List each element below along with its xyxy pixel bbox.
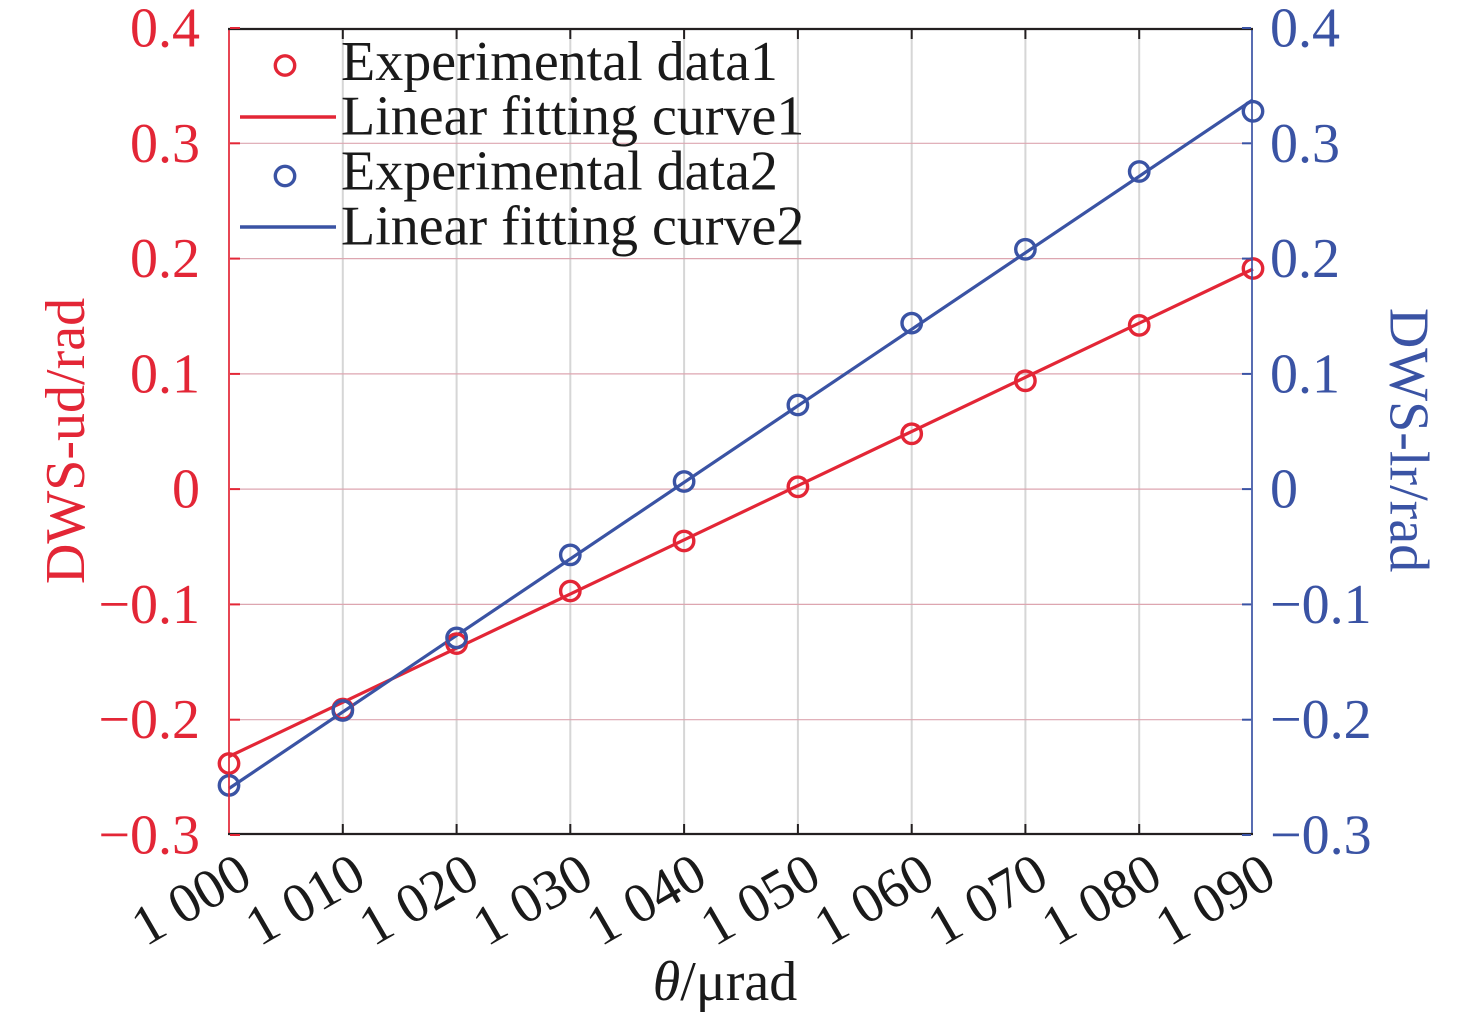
svg-text:−0.2: −0.2 [98,689,200,751]
svg-text:0.3: 0.3 [1270,113,1340,175]
svg-text:θ/μrad: θ/μrad [653,951,798,1013]
svg-text:−0.1: −0.1 [98,574,200,636]
svg-text:DWS-lr/rad: DWS-lr/rad [1378,308,1440,572]
svg-text:−0.2: −0.2 [1270,689,1372,751]
svg-text:DWS-ud/rad: DWS-ud/rad [35,298,97,584]
svg-text:0.1: 0.1 [130,343,200,405]
svg-text:0.1: 0.1 [1270,343,1340,405]
svg-text:−0.3: −0.3 [98,805,200,867]
svg-text:−0.1: −0.1 [1270,574,1372,636]
svg-text:0.2: 0.2 [130,228,200,290]
svg-text:Experimental data1: Experimental data1 [341,31,778,93]
svg-text:0.4: 0.4 [130,0,200,60]
svg-text:0: 0 [172,459,200,521]
svg-text:0.4: 0.4 [1270,0,1340,60]
svg-text:0.2: 0.2 [1270,228,1340,290]
svg-text:Linear fitting curve2: Linear fitting curve2 [341,196,804,258]
svg-text:−0.3: −0.3 [1270,805,1372,867]
svg-text:Experimental data2: Experimental data2 [341,141,778,203]
svg-text:0.3: 0.3 [130,113,200,175]
svg-text:Linear fitting curve1: Linear fitting curve1 [341,86,804,148]
svg-text:0: 0 [1270,459,1298,521]
